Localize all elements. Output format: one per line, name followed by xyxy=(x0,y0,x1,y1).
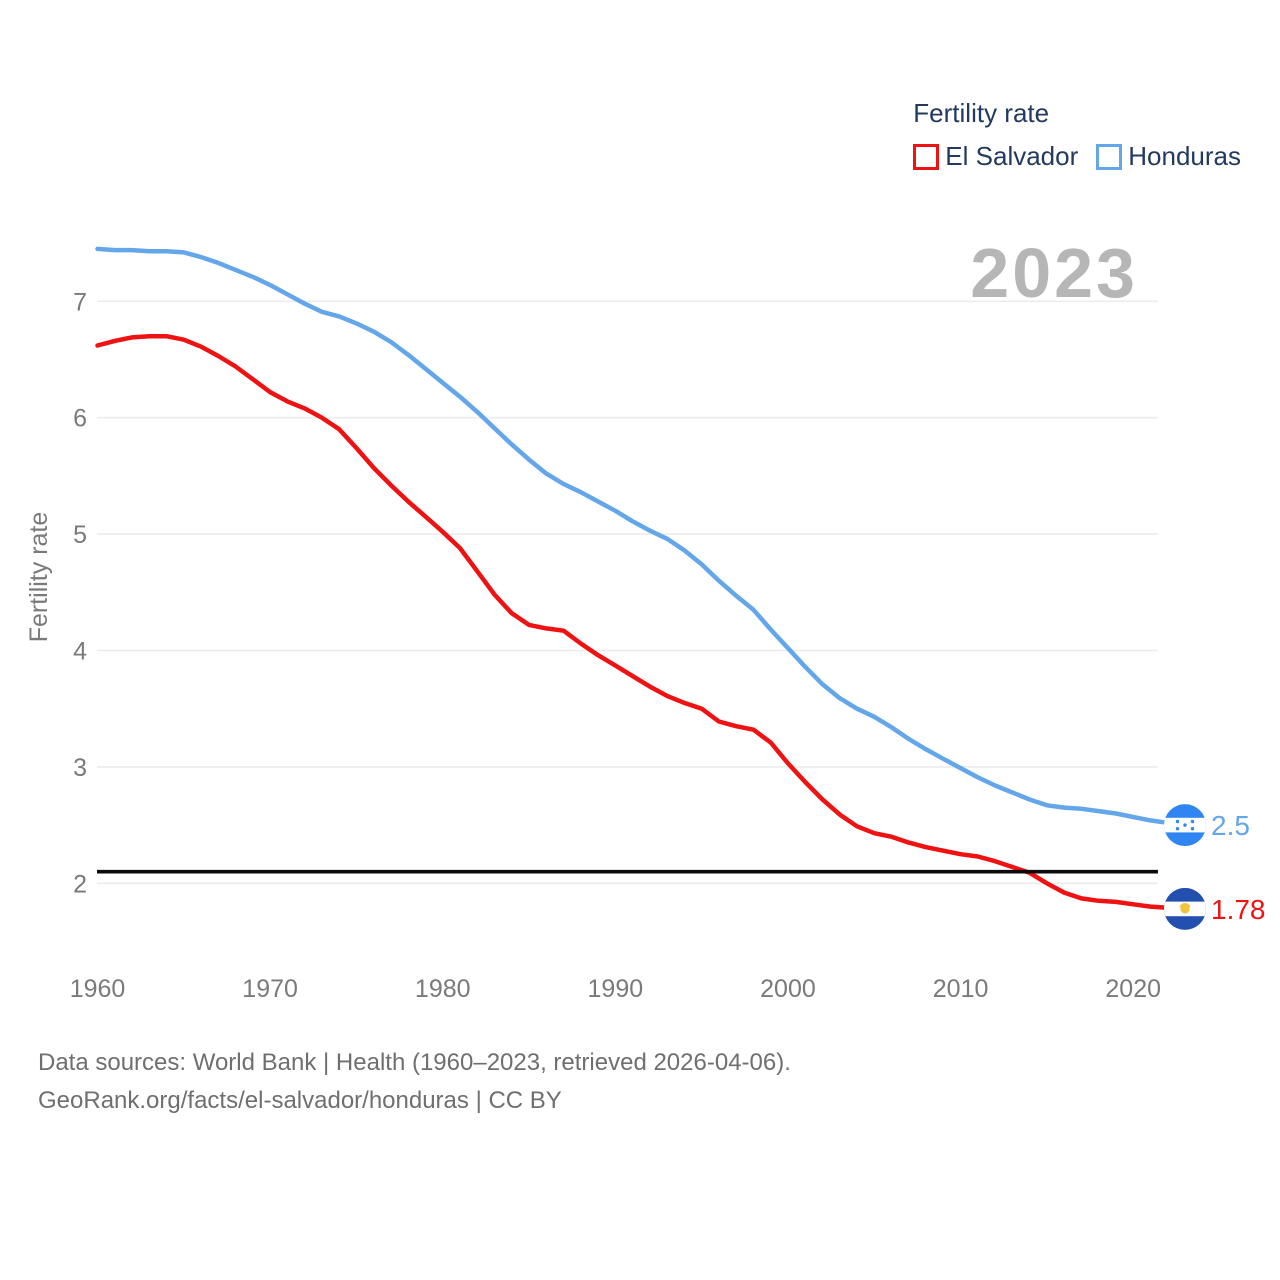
legend-items: El Salvador Honduras xyxy=(913,141,1241,172)
legend: Fertility rate El Salvador Honduras xyxy=(913,98,1241,172)
y-tick-label: 4 xyxy=(73,638,87,666)
honduras-flag-icon xyxy=(1164,804,1206,847)
x-tick-label: 1980 xyxy=(415,975,471,1003)
el-salvador-line xyxy=(95,333,1188,912)
el-salvador-flag-icon xyxy=(1164,887,1206,930)
watermark-year: 2023 xyxy=(970,234,1138,312)
annotations: 1.78 2.5 xyxy=(97,804,1266,930)
honduras-swatch-icon xyxy=(1096,143,1123,170)
x-tick-label: 1960 xyxy=(70,975,126,1003)
footer: Data sources: World Bank | Health (1960–… xyxy=(38,1044,791,1120)
gridlines xyxy=(97,300,1158,885)
x-tick-label: 2000 xyxy=(760,975,816,1003)
el-salvador-end-value: 1.78 xyxy=(1211,894,1266,925)
honduras-line xyxy=(95,246,1188,828)
y-tick-label: 5 xyxy=(73,521,87,549)
x-tick-label: 2020 xyxy=(1105,975,1161,1003)
y-tick-label: 7 xyxy=(73,288,87,316)
footer-sources-line: Data sources: World Bank | Health (1960–… xyxy=(38,1049,791,1076)
legend-item-honduras[interactable]: Honduras xyxy=(1096,141,1241,172)
el-salvador-swatch-icon xyxy=(913,143,940,170)
x-tick-label: 1990 xyxy=(588,975,644,1003)
y-tick-label: 2 xyxy=(73,870,87,898)
x-tick-label: 1970 xyxy=(242,975,298,1003)
x-tick-label: 2010 xyxy=(933,975,989,1003)
y-axis-title: Fertility rate xyxy=(25,512,53,643)
footer-attribution-line: GeoRank.org/facts/el-salvador/honduras |… xyxy=(38,1087,562,1114)
axis-labels: Fertility rate 2 3 4 5 6 7 1960 1970 1980 1990 200… xyxy=(25,288,1161,1003)
data-lines xyxy=(95,246,1188,912)
honduras-end-value: 2.5 xyxy=(1211,810,1250,841)
legend-title: Fertility rate xyxy=(913,98,1050,128)
legend-label-el-salvador: El Salvador xyxy=(945,141,1079,171)
y-tick-label: 6 xyxy=(73,405,87,433)
y-tick-label: 3 xyxy=(73,754,87,782)
legend-item-el-salvador[interactable]: El Salvador xyxy=(913,141,1078,172)
legend-label-honduras: Honduras xyxy=(1128,141,1241,171)
